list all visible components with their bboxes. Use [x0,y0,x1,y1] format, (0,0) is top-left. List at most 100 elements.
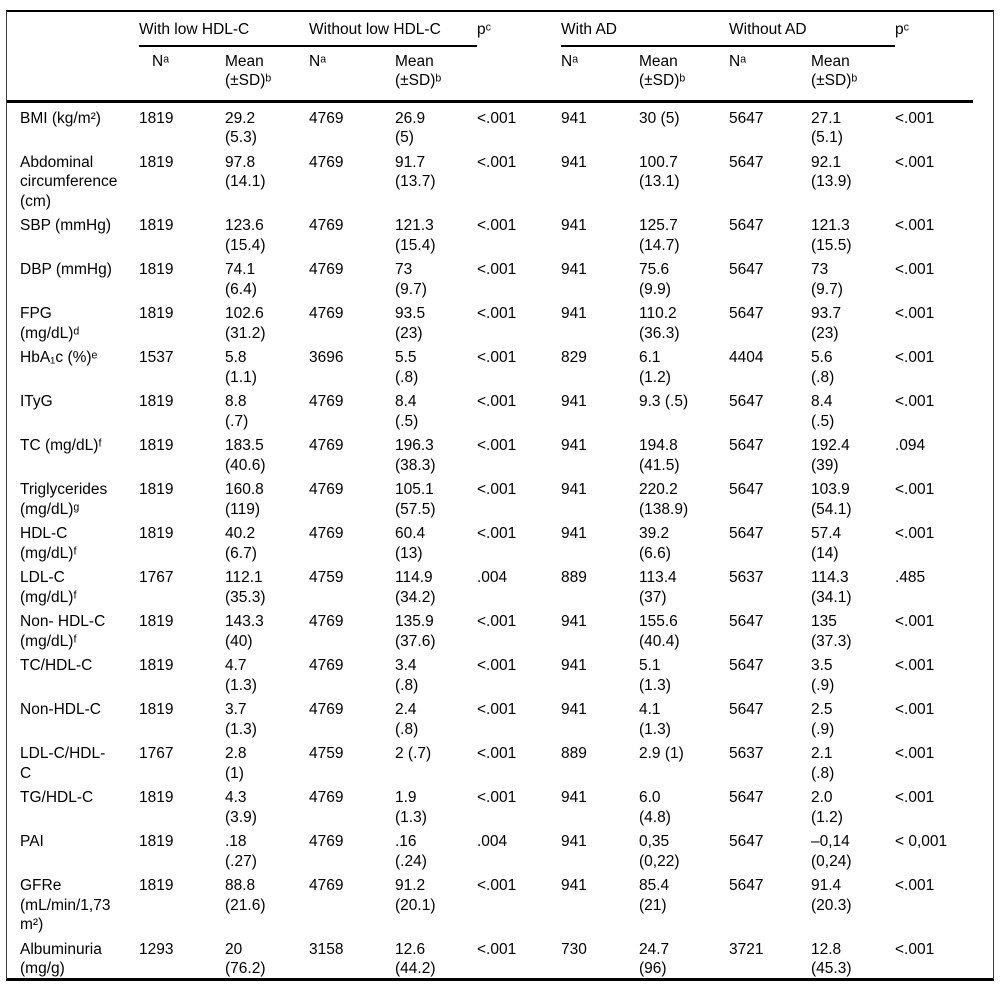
n-without-low-hdl-c: 4769 [309,877,344,894]
n-without-low-hdl-c: 4759 [309,745,344,762]
p-value-ad: <.001 [895,789,935,806]
table-body: BMI (kg/m²) 1819 29.2 (5.3) 4769 26.9 (5… [7,101,973,978]
table-row: Triglycerides (mg/dL)ᵍ 1819 160.8 (119) … [7,478,973,522]
mean-without-low-hdl-c: 121.3 (15.4) [395,217,436,254]
row-label: Albuminuria (mg/g) [20,940,102,978]
n-with-low-hdl-c: 1819 [139,109,174,127]
col-header-n-with-low-hdl-c: Nᵃ [139,45,225,103]
mean-with-low-hdl-c: 4.3 (3.9) [225,789,257,826]
mean-with-low-hdl-c: 29.2 (5.3) [225,109,257,147]
n-with-ad: 941 [561,393,587,410]
p-value-hdl-c: <.001 [477,305,517,322]
mean-with-low-hdl-c: 102.6 (31.2) [225,305,266,342]
table-row: SBP (mmHg) 1819 123.6 (15.4) 4769 121.3 … [7,214,973,258]
corner-cell [7,12,139,103]
table-row: GFRe (mL/min/1,73 m²) 1819 88.8 (21.6) 4… [7,874,973,938]
col-header-n-without-low-hdl-c: Nᵃ [309,45,395,103]
n-with-low-hdl-c: 1819 [139,261,174,278]
mean-with-ad: 85.4 (21) [639,877,670,914]
n-without-low-hdl-c: 4769 [309,525,344,542]
p-value-hdl-c: <.001 [477,109,517,127]
mean-without-ad: 135 (37.3) [811,613,852,650]
mean-without-ad: 2.0 (1.2) [811,789,843,826]
mean-without-low-hdl-c: 196.3 (38.3) [395,437,436,474]
col-group-with-low-hdl-c: With low HDL-C [139,12,309,47]
n-with-low-hdl-c: 1819 [139,153,174,171]
p-value-ad: .485 [895,569,926,586]
n-with-low-hdl-c: 1537 [139,349,174,366]
p-value-ad: <.001 [895,153,935,171]
mean-with-low-hdl-c: 143.3 (40) [225,613,264,650]
table-row: DBP (mmHg) 1819 74.1 (6.4) 4769 73 (9.7)… [7,258,973,302]
n-without-low-hdl-c: 4769 [309,833,344,850]
n-without-low-hdl-c: 4769 [309,657,344,674]
table-row: HDL-C (mg/dL)ᶠ 1819 40.2 (6.7) 4769 60.4… [7,522,973,566]
mean-without-low-hdl-c: 91.2 (20.1) [395,877,436,914]
col-header-n-without-ad: Nᵃ [729,45,811,103]
col-header-p-ad: pᶜ [895,12,973,103]
mean-without-ad: 121.3 (15.5) [811,217,852,254]
mean-with-low-hdl-c: 88.8 (21.6) [225,877,266,914]
mean-with-low-hdl-c: 8.8 (.7) [225,393,249,430]
mean-without-ad: 3.5 (.9) [811,657,835,694]
n-without-low-hdl-c: 4769 [309,109,344,127]
mean-without-low-hdl-c: 73 (9.7) [395,261,427,298]
table-row: Abdominal circumference (cm) 1819 97.8 (… [7,151,973,215]
n-without-low-hdl-c: 3158 [309,940,344,958]
n-with-low-hdl-c: 1819 [139,833,174,850]
mean-with-ad: 30 (5) [639,109,680,127]
n-with-ad: 941 [561,657,587,674]
col-group-with-ad: With AD [561,12,729,47]
n-with-low-hdl-c: 1819 [139,877,174,894]
n-with-low-hdl-c: 1767 [139,569,174,586]
n-with-low-hdl-c: 1819 [139,789,174,806]
table-header: With low HDL-C Without low HDL-C pᶜ With… [7,12,973,103]
row-label: HDL-C (mg/dL)ᶠ [20,525,77,562]
p-value-ad: <.001 [895,481,935,498]
mean-without-ad: 92.1 (13.9) [811,153,852,191]
mean-with-low-hdl-c: 160.8 (119) [225,481,264,518]
row-label: TG/HDL-C [20,789,94,806]
mean-with-low-hdl-c: 97.8 (14.1) [225,153,266,191]
n-with-ad: 941 [561,877,587,894]
sub-header-row: Nᵃ Mean (±SD)ᵇ Nᵃ Mean (±SD)ᵇ Nᵃ Mean (±… [7,45,973,103]
p-value-hdl-c: <.001 [477,657,517,674]
mean-with-ad: 110.2 (36.3) [639,305,680,342]
mean-with-low-hdl-c: 3.7 (1.3) [225,701,257,738]
n-with-ad: 941 [561,481,587,498]
p-value-hdl-c: <.001 [477,153,517,171]
n-without-ad: 3721 [729,940,764,958]
n-with-ad: 941 [561,109,587,127]
n-without-ad: 5647 [729,701,764,718]
mean-with-low-hdl-c: .18 (.27) [225,833,257,870]
mean-without-low-hdl-c: 60.4 (13) [395,525,426,562]
row-label: GFRe (mL/min/1,73 m²) [20,877,111,933]
n-without-ad: 5647 [729,153,764,171]
n-with-low-hdl-c: 1819 [139,217,174,234]
mean-without-ad: –0,14 (0,24) [811,833,852,870]
n-without-ad: 5647 [729,437,764,454]
p-value-hdl-c: <.001 [477,877,517,894]
row-label: BMI (kg/m²) [20,109,101,127]
table-row: Non-HDL-C 1819 3.7 (1.3) 4769 2.4 (.8) <… [7,698,973,742]
row-label: Non- HDL-C (mg/dL)ᶠ [20,613,106,650]
n-with-low-hdl-c: 1767 [139,745,174,762]
row-label: PAI [20,833,44,850]
n-without-low-hdl-c: 4769 [309,153,344,171]
p-value-ad: <.001 [895,701,935,718]
n-without-ad: 5647 [729,217,764,234]
mean-with-ad: 75.6 (9.9) [639,261,671,298]
mean-with-low-hdl-c: 123.6 (15.4) [225,217,266,254]
mean-with-low-hdl-c: 112.1 (35.3) [225,569,266,606]
mean-without-ad: 103.9 (54.1) [811,481,852,518]
p-value-ad: <.001 [895,877,935,894]
mean-without-low-hdl-c: 135.9 (37.6) [395,613,436,650]
mean-without-ad: 91.4 (20.3) [811,877,852,914]
mean-with-ad: 6.0 (4.8) [639,789,671,826]
n-with-ad: 941 [561,833,587,850]
n-with-low-hdl-c: 1819 [139,657,174,674]
n-with-ad: 941 [561,153,587,171]
mean-with-ad: 100.7 (13.1) [639,153,680,191]
mean-without-ad: 27.1 (5.1) [811,109,843,147]
p-value-hdl-c: <.001 [477,481,517,498]
